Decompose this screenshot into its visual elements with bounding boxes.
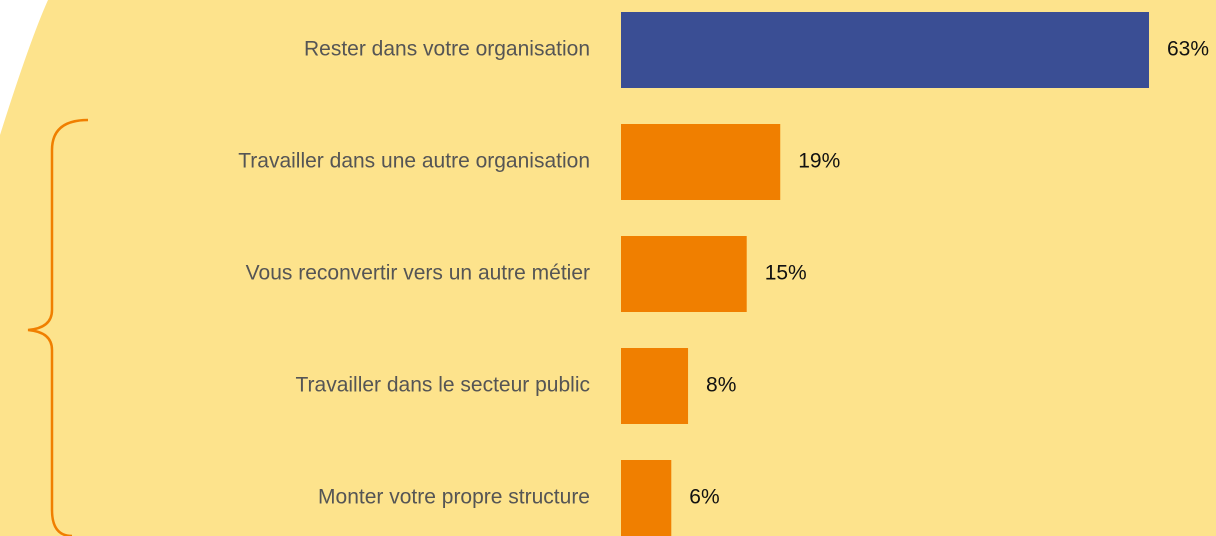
category-label: Travailler dans une autre organisation bbox=[238, 150, 590, 173]
value-label: 6% bbox=[689, 486, 719, 509]
value-label: 19% bbox=[798, 150, 840, 173]
value-label: 63% bbox=[1167, 38, 1209, 61]
category-label: Monter votre propre structure bbox=[318, 486, 590, 509]
bar bbox=[621, 460, 672, 536]
bracket bbox=[27, 118, 89, 536]
value-label: 8% bbox=[706, 374, 736, 397]
bar bbox=[621, 12, 1149, 88]
category-label: Travailler dans le secteur public bbox=[295, 374, 590, 397]
value-label: 15% bbox=[765, 262, 807, 285]
bar bbox=[621, 348, 689, 424]
bar bbox=[621, 124, 781, 200]
corner-shape bbox=[0, 0, 48, 135]
bar bbox=[621, 236, 747, 312]
category-label: Rester dans votre organisation bbox=[304, 38, 590, 61]
category-label: Vous reconvertir vers un autre métier bbox=[246, 262, 590, 285]
